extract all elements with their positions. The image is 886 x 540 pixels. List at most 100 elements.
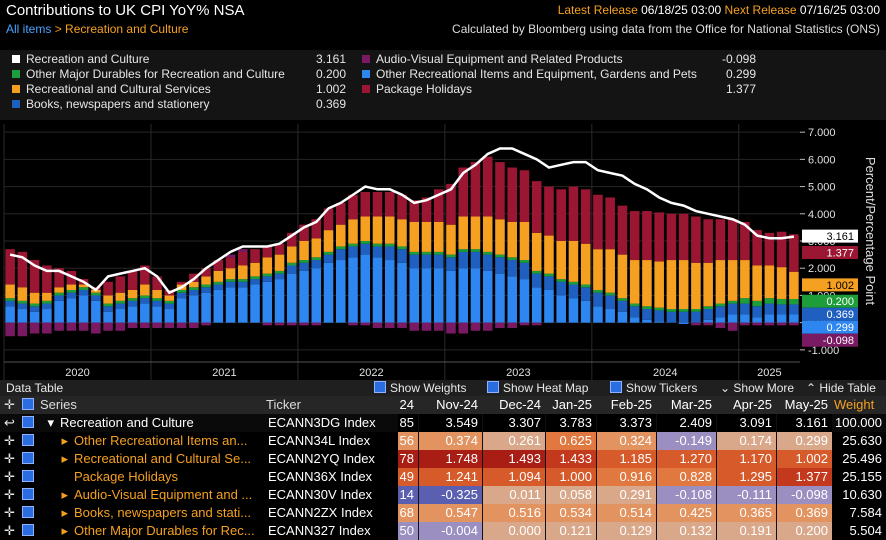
bar-segment: [740, 303, 750, 315]
row-action-icon[interactable]: ✛: [4, 523, 15, 538]
row-checkbox[interactable]: [22, 522, 38, 540]
legend-label: Recreational and Cultural Services: [26, 82, 211, 96]
bar-segment: [519, 322, 530, 326]
legend-item[interactable]: Other Recreational Items and Equipment, …: [362, 67, 756, 81]
checkbox-icon: [22, 398, 34, 410]
row-checkbox[interactable]: [22, 432, 38, 450]
legend-item[interactable]: Books, newspapers and stationery 0.369: [12, 97, 346, 111]
legend-value: 0.299: [725, 67, 756, 81]
show-more-button[interactable]: ⌄ Show More: [720, 381, 795, 395]
select-all-checkbox[interactable]: [22, 396, 38, 414]
weight-cell: 100.000: [835, 415, 882, 430]
ticker-cell: ECANN30V Index: [268, 487, 373, 502]
legend-item[interactable]: Package Holidays 1.377: [362, 82, 756, 96]
bar-segment: [238, 279, 248, 282]
bar-segment: [164, 295, 175, 301]
bar-segment: [421, 197, 432, 222]
legend-item[interactable]: Other Major Durables for Recreation and …: [12, 67, 346, 81]
bar-segment: [360, 192, 371, 217]
bar-segment: [715, 260, 726, 304]
checkbox-icon: [22, 470, 34, 482]
table-row[interactable]: ✛ ▸ Other Recreational Items an... ECANN34L…: [0, 432, 886, 450]
bar-segment: [372, 243, 383, 247]
breadcrumb: All items > Recreation and Culture: [6, 22, 188, 36]
legend-item[interactable]: Recreational and Cultural Services 1.002: [12, 82, 346, 96]
row-action-icon[interactable]: ✛: [4, 469, 15, 484]
bar-segment: [654, 307, 664, 311]
row-checkbox[interactable]: [22, 504, 38, 522]
weight-cell: 25.496: [842, 451, 882, 466]
show-tickers-toggle[interactable]: Show Tickers: [610, 381, 697, 395]
table-row[interactable]: ✛ ▸ Recreational and Cultural Se... ECANN2Y…: [0, 450, 886, 468]
bar-segment: [789, 271, 799, 300]
table-row[interactable]: ✛ ▸ Other Major Durables for Rec... ECANN32…: [0, 522, 886, 540]
bar-segment: [140, 303, 150, 323]
table-row[interactable]: ↩ ▾ Recreation and Culture ECANN3DG Index 85…: [0, 414, 886, 432]
value-cell: 0.324: [596, 432, 656, 450]
bar-segment: [287, 273, 297, 323]
value-label-box: [802, 294, 858, 308]
expand-toggle-icon[interactable]: ▸: [61, 487, 68, 502]
bar-segment: [29, 292, 40, 304]
breadcrumb-root-link[interactable]: All items: [6, 22, 52, 36]
table-row[interactable]: ✛ Package Holidays ECANN36X Index 49 1.241 1.…: [0, 468, 886, 486]
bar-segment: [225, 287, 236, 323]
bar-segment: [629, 317, 640, 323]
bar-segment: [78, 295, 89, 323]
expand-toggle-icon[interactable]: ▸: [61, 433, 68, 448]
row-action-icon[interactable]: ✛: [4, 487, 15, 502]
bar-segment: [115, 309, 126, 323]
row-checkbox[interactable]: [22, 468, 38, 486]
legend-item[interactable]: Audio-Visual Equipment and Related Produ…: [362, 52, 756, 66]
row-checkbox[interactable]: [22, 414, 38, 432]
table-row[interactable]: ✛ ▸ Audio-Visual Equipment and ... ECANN30V…: [0, 486, 886, 504]
bar-segment: [91, 292, 101, 296]
column-header-month: May-25: [784, 397, 828, 412]
bar-segment: [409, 322, 420, 331]
bar-segment: [703, 306, 713, 310]
bar-segment: [78, 289, 89, 296]
breadcrumb-current[interactable]: Recreation and Culture: [65, 22, 189, 36]
bar-segment: [593, 249, 603, 290]
value-cell: 0.369: [776, 504, 832, 522]
expand-toggle-icon[interactable]: ▸: [61, 505, 68, 520]
bar-segment: [666, 311, 677, 323]
bar-segment: [201, 292, 211, 323]
bar-segment: [715, 317, 726, 323]
partial-month-cell: 50: [398, 522, 418, 540]
table-row[interactable]: ✛ ▸ Books, newspapers and stati... ECANN2ZX…: [0, 504, 886, 522]
expand-toggle-icon[interactable]: ▾: [47, 415, 54, 430]
y-tick-label: 5.000: [808, 182, 836, 194]
bar-segment: [238, 265, 248, 280]
legend-label: Other Major Durables for Recreation and …: [26, 67, 285, 81]
bar-segment: [323, 208, 334, 231]
bar-segment: [311, 322, 322, 326]
row-action-icon[interactable]: ↩: [4, 415, 15, 430]
expand-toggle-icon[interactable]: ▸: [61, 523, 68, 538]
hide-table-button[interactable]: ⌃ Hide Table: [806, 381, 876, 395]
bar-segment: [348, 243, 358, 247]
row-action-icon[interactable]: ✛: [4, 451, 15, 466]
bar-segment: [531, 287, 542, 323]
legend-value: -0.098: [721, 52, 756, 66]
row-checkbox[interactable]: [22, 486, 38, 504]
bar-segment: [250, 262, 260, 277]
partial-month-cell: 56: [398, 432, 418, 450]
bar-segment: [642, 260, 652, 307]
next-release-value: 07/16/25 03:00: [799, 3, 880, 17]
bar-segment: [29, 260, 40, 293]
show-heat-map-toggle[interactable]: Show Heat Map: [487, 381, 588, 395]
legend-item[interactable]: Recreation and Culture 3.161: [12, 52, 346, 66]
bar-segment: [654, 212, 664, 262]
bar-segment: [360, 241, 371, 244]
show-weights-toggle[interactable]: Show Weights: [374, 381, 466, 395]
row-checkbox[interactable]: [22, 450, 38, 468]
bar-segment: [764, 265, 775, 299]
bar-segment: [213, 281, 224, 285]
bar-segment: [776, 314, 787, 323]
value-label: 0.299: [826, 322, 854, 334]
expand-toggle-icon[interactable]: ▸: [61, 451, 68, 466]
row-action-icon[interactable]: ✛: [4, 433, 15, 448]
row-action-icon[interactable]: ✛: [4, 505, 15, 520]
value-cell: 0.534: [545, 504, 596, 522]
